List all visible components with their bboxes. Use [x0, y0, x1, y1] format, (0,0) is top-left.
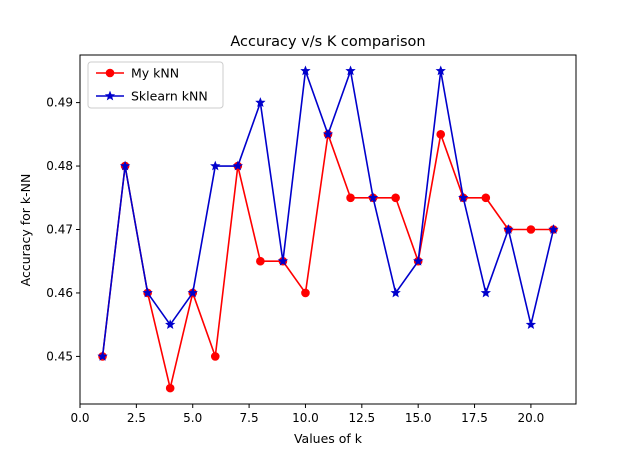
series-2-point-8: [255, 97, 266, 107]
series-1-point-4: [165, 383, 175, 393]
series-2-point-10: [300, 65, 311, 76]
y-tick-label-4: 0.48: [46, 159, 73, 173]
plot-area: 0.0 2.5 5.0 7.5 10.0 12.5 15.0 17.5 20.0 0.45 0.46…: [46, 54, 577, 425]
legend: My kNN Sklearn kNN: [87, 61, 224, 109]
series-2-point-11: [322, 128, 334, 139]
series-line-2: [101, 70, 555, 357]
legend-marker-2: [104, 90, 116, 101]
series-2-point-2: [119, 160, 131, 171]
x-tick-label-8: 17.5: [461, 411, 488, 425]
series-2-point-20: [525, 319, 537, 330]
series-1-point-18: [481, 193, 491, 203]
series-2-point-3: [142, 287, 153, 298]
series-2-point-18: [480, 287, 491, 298]
legend-label-1: My kNN: [131, 66, 179, 81]
series-2-point-12: [345, 65, 356, 76]
legend-label-2: Sklearn kNN: [131, 89, 208, 104]
x-tick-label-5: 10.0: [292, 411, 319, 425]
series-2-point-15: [413, 255, 424, 266]
x-tick-label-3: 5.0: [183, 411, 202, 425]
x-tick-label-1: 0.0: [70, 411, 89, 425]
chart-title: Accuracy v/s K comparison: [230, 34, 425, 50]
series-2-point-6: [210, 160, 221, 171]
x-tick-label-6: 12.5: [348, 411, 375, 425]
series-2-point-13: [367, 192, 379, 203]
x-tick-label-4: 7.5: [240, 411, 259, 425]
series-1-point-14: [391, 193, 400, 203]
series-1-point-10: [301, 288, 310, 298]
series-2-point-16: [435, 65, 446, 76]
series-1-point-12: [346, 193, 355, 203]
x-axis-label: Values of k: [294, 431, 363, 446]
y-tick-label-2: 0.46: [46, 286, 73, 300]
series-1-point-8: [256, 256, 265, 266]
series-1-point-6: [210, 352, 220, 361]
y-tick-label-1: 0.45: [46, 349, 73, 363]
series-2-point-21: [548, 224, 559, 234]
y-tick-label-3: 0.47: [46, 223, 73, 237]
series-1-point-20: [526, 225, 536, 234]
legend-marker-1: [105, 68, 115, 78]
series-2-point-1: [97, 350, 108, 361]
series-2-point-17: [458, 192, 469, 203]
series-2-point-19: [503, 224, 514, 234]
series-2-point-7: [232, 160, 243, 171]
series-1-point-16: [436, 130, 446, 139]
series-2-point-9: [277, 255, 289, 266]
y-tick-label-5: 0.49: [46, 96, 73, 110]
x-tick-label-9: 20.0: [518, 411, 545, 425]
series-2-point-4: [165, 319, 176, 330]
series-2-point-14: [390, 287, 401, 298]
series-2-point-5: [187, 287, 198, 298]
y-axis-label: Accuracy for k-NN: [18, 174, 33, 287]
x-tick-label-2: 2.5: [127, 411, 146, 425]
x-tick-label-7: 15.0: [405, 411, 432, 425]
series-line-1: [101, 133, 554, 389]
